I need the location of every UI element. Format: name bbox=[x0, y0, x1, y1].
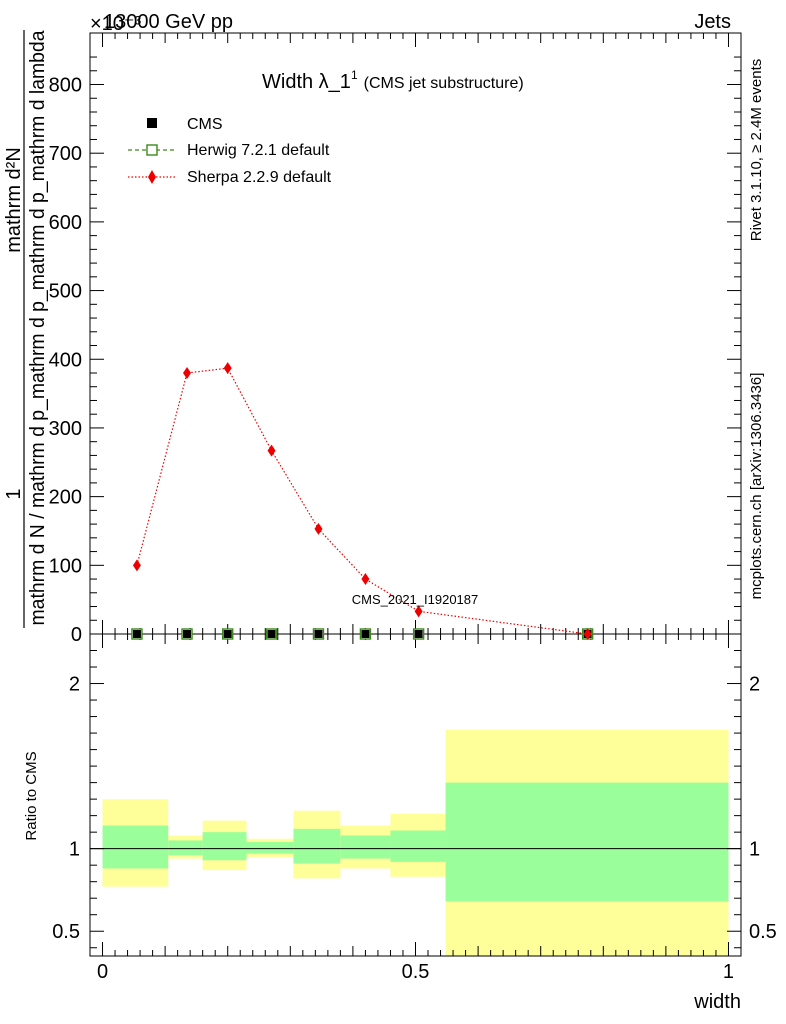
sherpa-point bbox=[267, 444, 276, 457]
legend: CMS Herwig 7.2.1 default Sherpa 2.2.9 de… bbox=[128, 116, 332, 186]
main-y-axis-label: 1 mathrm d²N mathrm d N / mathrm d p_mat… bbox=[3, 30, 49, 628]
chart-title: Width λ_11 (CMS jet substructure) bbox=[262, 68, 524, 93]
ratio-x-ticks: 0 0.5 1 bbox=[97, 634, 734, 983]
sherpa-point bbox=[223, 362, 232, 375]
main-x-ticks bbox=[102, 33, 729, 634]
main-y-tick-label: 700 bbox=[49, 143, 82, 165]
sherpa-point bbox=[414, 605, 423, 618]
sherpa-point bbox=[583, 628, 592, 640]
mcplots-side-label: mcplots.cern.ch [arXiv:1306.3436] bbox=[748, 373, 765, 600]
ratio-y-tick-label: 2 bbox=[69, 674, 80, 696]
main-y-tick-label: 600 bbox=[49, 212, 82, 234]
series-layer bbox=[131, 362, 594, 640]
y-label-denominator: mathrm d N / mathrm d p_mathrm d p_mathr… bbox=[27, 30, 49, 626]
main-y-tick-label: 300 bbox=[49, 418, 82, 440]
main-y-ticks: 0 100 200 300 400 500 600 700 800 bbox=[49, 56, 741, 646]
ratio-stat-band-2 bbox=[202, 832, 247, 861]
main-y-tick-label: 200 bbox=[49, 487, 82, 509]
main-y-tick-label: 500 bbox=[49, 281, 82, 303]
chart-title-sup: 1 bbox=[351, 68, 358, 82]
y-label-right: mathrm d²N bbox=[3, 147, 25, 253]
ratio-bands bbox=[90, 729, 741, 956]
header-left-label: 13000 GeV pp bbox=[104, 11, 233, 33]
ratio-stat-band-6 bbox=[390, 830, 446, 862]
cms-point bbox=[267, 630, 276, 638]
main-y-tick-label: 100 bbox=[49, 555, 82, 577]
ratio-y-ticks: 0.5 0.5 1 1 2 2 bbox=[52, 650, 777, 949]
legend-cms-marker bbox=[147, 118, 157, 128]
ratio-stat-band-5 bbox=[340, 835, 391, 859]
header-right-label: Jets bbox=[694, 11, 731, 33]
sherpa-point bbox=[314, 522, 323, 535]
ratio-x-tick-label: 0.5 bbox=[402, 961, 430, 983]
cms-point bbox=[414, 630, 423, 638]
rivet-side-label: Rivet 3.1.10, ≥ 2.4M events bbox=[748, 59, 765, 242]
ratio-x-tick-label: 1 bbox=[723, 961, 734, 983]
ratio-y-axis-label: Ratio to CMS bbox=[23, 751, 40, 840]
ratio-stat-band-7 bbox=[445, 782, 729, 902]
sherpa-point bbox=[132, 559, 141, 572]
ratio-y-tick-label-right: 1 bbox=[749, 839, 760, 861]
exponent-label: ×10⁻³ bbox=[90, 13, 141, 35]
ratio-y-tick-label: 1 bbox=[69, 839, 80, 861]
sherpa-line bbox=[136, 367, 588, 635]
cms-point bbox=[314, 630, 323, 638]
ratio-y-tick-label-right: 2 bbox=[749, 674, 760, 696]
ratio-y-tick-label: 0.5 bbox=[52, 921, 80, 943]
cms-point bbox=[361, 630, 370, 638]
x-axis-label: width bbox=[693, 991, 741, 1013]
ratio-stat-band-1 bbox=[168, 840, 203, 856]
sherpa-point bbox=[183, 366, 192, 379]
y-label-numerator: 1 bbox=[3, 488, 25, 499]
ratio-y-tick-label-right: 0.5 bbox=[749, 921, 777, 943]
ratio-stat-band-0 bbox=[102, 825, 169, 869]
sherpa-point bbox=[361, 573, 370, 586]
main-y-tick-label: 400 bbox=[49, 349, 82, 371]
legend-cms-label: CMS bbox=[187, 116, 223, 133]
ratio-stat-band-4 bbox=[293, 828, 341, 864]
cms-point bbox=[183, 630, 192, 638]
analysis-watermark: CMS_2021_I1920187 bbox=[352, 592, 479, 607]
legend-sherpa-marker bbox=[148, 170, 156, 184]
legend-herwig-label: Herwig 7.2.1 default bbox=[187, 142, 330, 159]
cms-point bbox=[223, 630, 232, 638]
ratio-stat-band-3 bbox=[246, 842, 294, 854]
cms-point bbox=[132, 630, 141, 638]
chart-title-main: Width λ_1 bbox=[262, 71, 351, 93]
main-y-tick-label: 800 bbox=[49, 75, 82, 97]
chart-title-sub: (CMS jet substructure) bbox=[364, 75, 524, 92]
legend-sherpa-label: Sherpa 2.2.9 default bbox=[187, 169, 332, 186]
ratio-x-tick-label: 0 bbox=[97, 961, 108, 983]
legend-herwig-marker bbox=[146, 144, 158, 156]
main-y-tick-label: 0 bbox=[71, 624, 82, 646]
